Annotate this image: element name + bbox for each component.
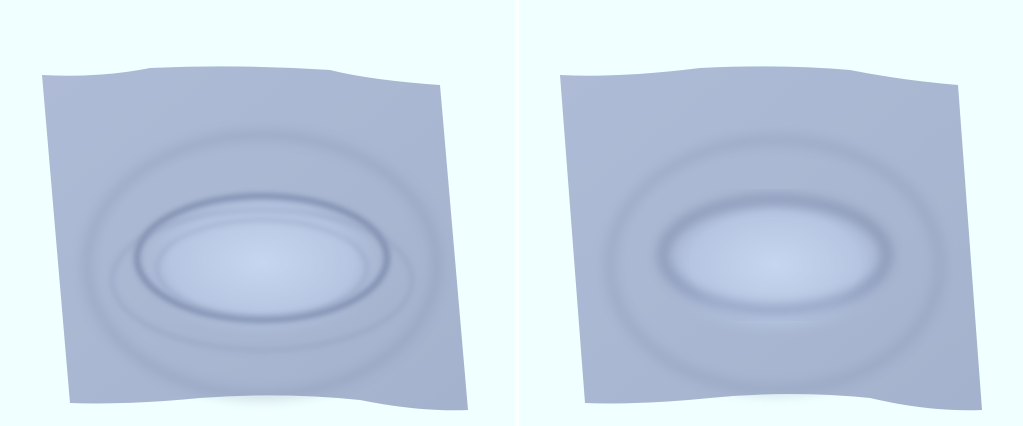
- inner-ring: [659, 196, 891, 314]
- inner-ring: [134, 193, 390, 323]
- dimple: [655, 190, 895, 340]
- outer-ring: [606, 136, 944, 394]
- ripple: [110, 208, 414, 352]
- outer-ring: [84, 132, 440, 398]
- dimple: [132, 184, 392, 340]
- right-surface: [560, 66, 982, 411]
- left-surface: [42, 66, 468, 411]
- divider: [516, 0, 519, 426]
- ripple: [155, 218, 369, 318]
